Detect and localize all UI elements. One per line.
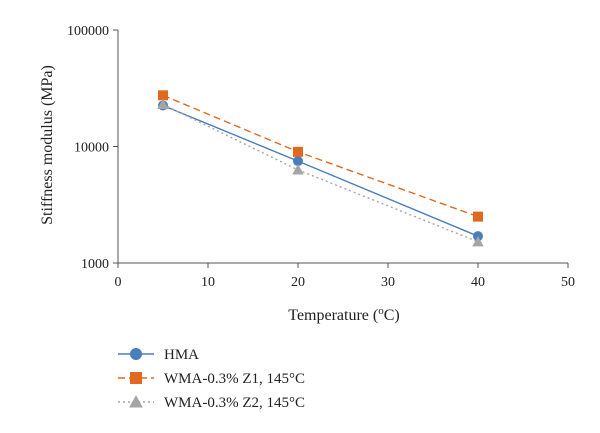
x-tick-label: 50	[561, 275, 575, 290]
legend-marker	[129, 395, 143, 408]
x-axis-title-main: Temperature (	[288, 307, 378, 324]
chart-axes	[117, 30, 568, 264]
data-point	[473, 211, 483, 222]
series-2	[158, 90, 483, 222]
x-tick-label: 30	[381, 275, 395, 290]
x-axis-title-superscript: o	[378, 305, 384, 317]
y-tick-label: 1000	[81, 257, 109, 272]
data-point	[472, 236, 484, 247]
y-axis-title: Stiffness modulus (MPa)	[39, 65, 56, 225]
x-axis-title: Temperature (oC)	[288, 305, 399, 324]
legend-item: HMA	[118, 347, 199, 363]
chart-ticks: 0 10 20 30 40 50 1000 10000 100000	[67, 24, 575, 290]
y-tick-label: 100000	[67, 24, 109, 39]
data-point	[292, 164, 304, 175]
x-axis-title-suffix: C)	[384, 307, 400, 324]
series-1	[158, 100, 483, 242]
x-tick-label: 0	[115, 275, 122, 290]
series-line	[162, 94, 479, 218]
legend-item: WMA-0.3% Z1, 145°C	[118, 371, 305, 387]
x-tick-label: 40	[471, 275, 485, 290]
series-3	[157, 98, 484, 247]
legend-marker	[130, 372, 142, 384]
y-tick-label: 10000	[74, 141, 109, 156]
legend-label: WMA-0.3% Z2, 145°C	[164, 395, 305, 411]
series-line	[162, 104, 479, 237]
legend-marker	[130, 348, 142, 360]
legend-label: WMA-0.3% Z1, 145°C	[164, 371, 305, 387]
data-point	[293, 156, 303, 167]
legend-label: HMA	[164, 347, 199, 363]
data-point	[158, 90, 168, 101]
legend-item: WMA-0.3% Z2, 145°C	[118, 395, 305, 411]
data-point	[293, 146, 303, 157]
chart-legend: HMA WMA-0.3% Z1, 145°C WMA-0.3% Z2, 145°C	[118, 347, 305, 411]
chart-series	[157, 90, 484, 247]
data-point	[157, 98, 169, 109]
x-tick-label: 10	[201, 275, 215, 290]
x-tick-label: 20	[291, 275, 305, 290]
